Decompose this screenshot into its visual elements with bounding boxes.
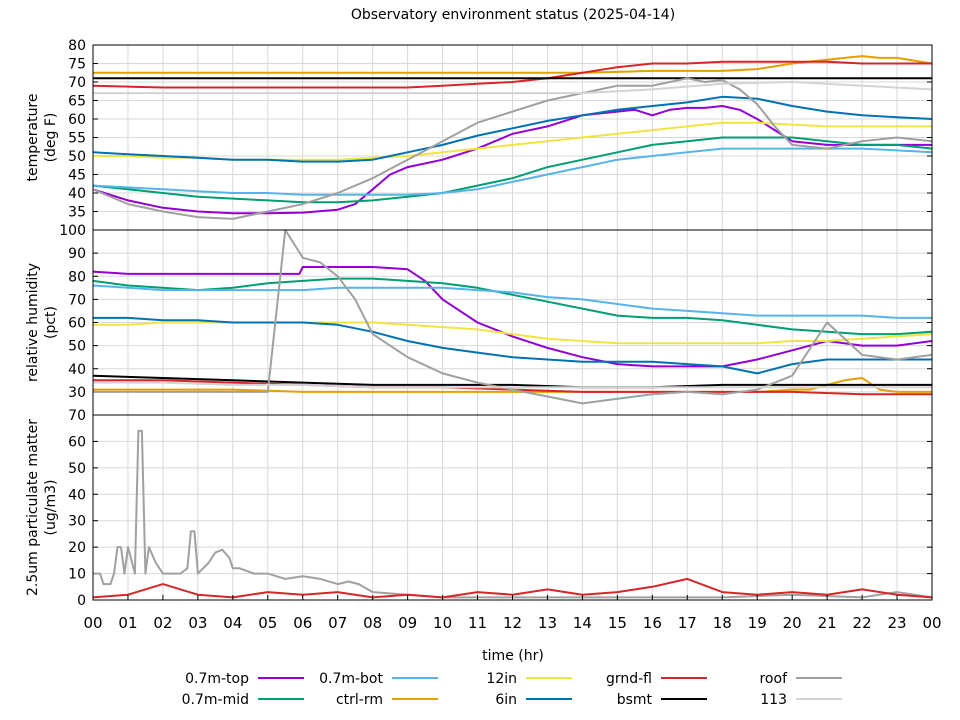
x-tick-label: 11: [468, 614, 487, 632]
legend-label: 6in: [495, 692, 517, 708]
x-tick-label: 14: [573, 614, 592, 632]
x-tick-label: 05: [258, 614, 277, 632]
x-tick-label: 16: [643, 614, 662, 632]
humidity-panel: 30 40 50 60 70 80 90 100 relative humidity (pct): [25, 223, 933, 416]
series-line-113: [93, 381, 932, 389]
x-tick-label: 09: [398, 614, 417, 632]
y-tick-label: 80: [68, 269, 86, 285]
y-tick-label: 70: [68, 75, 86, 91]
series-line-0.7m-mid: [92, 277, 933, 336]
y-tick-label: 45: [68, 168, 86, 184]
series-line-6in: [93, 316, 932, 375]
x-tick-label: 13: [538, 614, 557, 632]
legend-label: bsmt: [617, 692, 653, 708]
x-tick-label: 10: [433, 614, 452, 632]
x-tick-label: 08: [363, 614, 382, 632]
y-tick-label: 40: [68, 186, 86, 202]
y-tick-label: 100: [59, 223, 86, 239]
y-axis-unit: (deg F): [43, 113, 59, 163]
y-tick-label: 55: [68, 131, 86, 147]
y-tick-label: 70: [68, 408, 86, 424]
y-tick-label: 75: [68, 57, 86, 73]
legend-label: ctrl-rm: [336, 692, 383, 708]
x-tick-label: 17: [678, 614, 697, 632]
x-tick-label: 00: [922, 614, 941, 632]
series-line-0.7m-bot: [92, 284, 932, 319]
legend-label: 0.7m-top: [185, 671, 249, 687]
y-tick-label: 50: [68, 339, 86, 355]
series-line-6in: [92, 95, 933, 163]
y-tick-label: 10: [68, 567, 86, 583]
x-tick-label: 02: [153, 614, 172, 632]
x-tick-label: 06: [293, 614, 312, 632]
legend: 0.7m-top 0.7m-mid 0.7m-bot ctrl-rm 12in 6in gr…: [182, 671, 842, 708]
time-axis: 00 01 02 03 04 05 06 07 08 09 10 11 12 13 14 15 16 17 18 19…: [83, 595, 942, 664]
x-tick-label: 15: [608, 614, 627, 632]
y-axis-label: 2.5um particulate matter: [25, 419, 41, 596]
y-tick-label: 30: [68, 514, 86, 530]
x-tick-label: 18: [713, 614, 732, 632]
y-axis-label: relative humidity: [25, 263, 41, 382]
x-tick-label: 23: [887, 614, 906, 632]
x-tick-label: 01: [118, 614, 137, 632]
y-tick-label: 35: [68, 205, 86, 221]
y-axis-label: temperature: [25, 94, 41, 182]
y-axis-unit: (ug/m3): [43, 480, 59, 536]
y-tick-label: 65: [68, 94, 86, 110]
series-line-0.7m-mid: [92, 136, 933, 204]
series-line-0.7m-top: [92, 266, 933, 368]
x-axis-label: time (hr): [482, 648, 544, 664]
x-tick-label: 07: [328, 614, 347, 632]
chart-title: Observatory environment status (2025-04-…: [351, 7, 675, 23]
series-line-bsmt: [92, 374, 932, 389]
y-tick-label: 40: [68, 487, 86, 503]
y-tick-label: 70: [68, 292, 86, 308]
particulate-panel: 0 10 20 30 40 50 60 70 2.5um particulate matter(…: [25, 408, 933, 609]
y-tick-label: 60: [68, 434, 86, 450]
temperature-panel: 35 40 45 50 55 60 65 70 75 80 temperature (deg F): [25, 38, 933, 231]
series-line-0.7m-top: [92, 105, 932, 215]
series-line-roof: [93, 429, 933, 599]
legend-label: 12in: [486, 671, 517, 687]
legend-label: grnd-fl: [606, 671, 652, 687]
x-tick-label: 04: [223, 614, 242, 632]
series-line-grnd-fl: [92, 60, 932, 89]
x-tick-label: 21: [818, 614, 837, 632]
y-tick-label: 80: [68, 38, 86, 54]
series-line-0.7m-bot: [92, 147, 933, 196]
y-tick-label: 90: [68, 246, 86, 262]
x-tick-label: 00: [83, 614, 102, 632]
x-tick-label: 20: [783, 614, 802, 632]
y-tick-label: 0: [77, 593, 86, 609]
legend-label: 113: [760, 692, 787, 708]
y-tick-label: 60: [68, 112, 86, 128]
series-line-113: [93, 81, 933, 95]
x-tick-label: 22: [853, 614, 872, 632]
legend-label: 0.7m-mid: [182, 692, 249, 708]
y-tick-label: 50: [68, 149, 86, 165]
legend-label: 0.7m-bot: [319, 671, 383, 687]
y-axis-unit: (pct): [43, 306, 59, 339]
series-line-ctrl-rm: [93, 55, 933, 74]
x-tick-label: 12: [503, 614, 522, 632]
y-tick-label: 60: [68, 316, 86, 332]
series-line-roof: [93, 229, 933, 405]
x-tick-label: 03: [188, 614, 207, 632]
y-tick-label: 50: [68, 461, 86, 477]
y-tick-label: 30: [68, 385, 86, 401]
y-tick-label: 40: [68, 362, 86, 378]
x-tick-label: 19: [748, 614, 767, 632]
y-tick-label: 20: [68, 540, 86, 556]
legend-label: roof: [759, 671, 788, 687]
